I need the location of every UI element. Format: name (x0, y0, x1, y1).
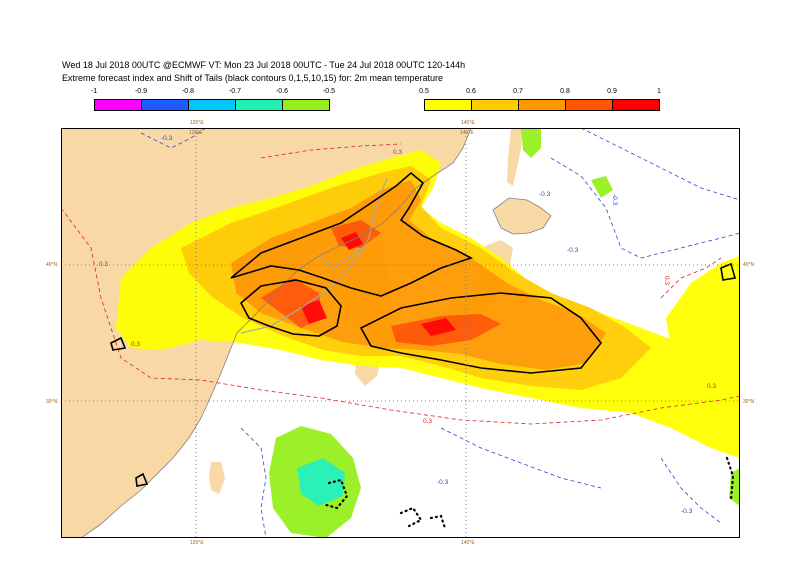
sot-contours (110, 171, 737, 487)
sot-contour (230, 171, 474, 297)
efi-level-0.9-c (421, 318, 456, 336)
dotted-contour (399, 506, 423, 528)
contour-label: 0.3 (663, 276, 670, 285)
lat-label-left-30n-outer: 30°N (46, 399, 58, 405)
map-title-line2: Extreme forecast index and Shift of Tail… (62, 73, 444, 83)
lat-label-right-40n-outer: 40°N (743, 262, 755, 268)
land-hokkaido (493, 198, 551, 234)
dotted-contour (725, 456, 735, 502)
efi-level-neg-0.5-b (521, 128, 541, 158)
sot-contour (239, 279, 342, 337)
contour-label: 0.3 (131, 341, 140, 348)
lon-label-top-140e-outer: 140°E (461, 120, 475, 126)
dotted-contour (321, 478, 349, 510)
efi-map: 0.3 -0.3 -0.3 -0.3 -0.3 0.3 -0.3 0.3 0.3… (61, 128, 740, 538)
negative-contours (140, 128, 740, 538)
contour-neg-0.3 (440, 427, 602, 489)
legend-swatch (425, 100, 472, 110)
legend-swatch (519, 100, 566, 110)
contour-label: -0.3 (567, 247, 579, 254)
legend-tick: -1 (90, 88, 98, 95)
contour-label: 0.3 (99, 261, 108, 268)
legend-swatch (236, 100, 283, 110)
legend-swatch (189, 100, 236, 110)
lon-label-top-120e-outer: 120°E (190, 120, 204, 126)
contour-neg-0.3 (140, 128, 207, 149)
lon-label-bottom-140e-outer: 140°E (461, 540, 475, 546)
contour-label: -0.3 (681, 508, 693, 515)
legend-swatch (142, 100, 189, 110)
lat-label-left-40n-outer: 40°N (46, 262, 58, 268)
legend-negative-bar (94, 99, 330, 111)
efi-level-0.5-east (666, 256, 740, 368)
border-line (318, 247, 362, 269)
sot-contour (720, 262, 737, 281)
graticule (61, 128, 740, 538)
contour-labels: 0.3 -0.3 -0.3 -0.3 -0.3 0.3 -0.3 0.3 0.3… (99, 135, 716, 515)
legend-tick: 0.9 (607, 88, 617, 95)
contour-neg-0.3 (580, 128, 740, 201)
axis-labels: 120°E 140°E 120°E 140°E 40°N 30°N 40°N 3… (189, 130, 474, 136)
contour-0.3 (61, 207, 740, 425)
contour-neg-0.3 (660, 457, 722, 524)
legend-tick: 0.8 (560, 88, 570, 95)
land-sakhalin (507, 128, 523, 186)
map-frame (61, 128, 740, 538)
country-borders (240, 177, 388, 334)
legend-tick: 0.7 (513, 88, 523, 95)
contour-neg-0.3 (240, 427, 267, 538)
contour-label: -0.3 (437, 479, 449, 486)
legend-tick: -0.6 (275, 88, 289, 95)
legend-swatch (472, 100, 519, 110)
legend-tick: -0.9 (134, 88, 148, 95)
sot-contour (359, 292, 603, 374)
lon-label-top-120e: 120°E (189, 130, 203, 136)
efi-level-0.7 (231, 180, 606, 370)
legend-tick: -0.5 (322, 88, 336, 95)
contour-neg-0.3 (550, 157, 740, 259)
legend-swatch (613, 100, 659, 110)
contour-label: -0.3 (611, 194, 618, 206)
sot-contour (110, 336, 127, 351)
efi-level-0.9-b (341, 232, 363, 250)
legend-tick: 1 (657, 88, 661, 95)
efi-level-neg-0.6 (297, 458, 345, 506)
dotted-contours (321, 456, 735, 530)
border-line (240, 177, 388, 334)
legend-tick: -0.7 (228, 88, 242, 95)
map-title-line1: Wed 18 Jul 2018 00UTC @ECMWF VT: Mon 23 … (62, 60, 466, 70)
contour-label: -0.3 (161, 135, 173, 142)
legend-positive-bar (424, 99, 660, 111)
contour-label: 0.3 (707, 383, 716, 390)
contour-label: -0.3 (539, 191, 551, 198)
coastline (80, 128, 472, 538)
lat-label-right-30n-outer: 30°N (743, 399, 755, 405)
sot-contour (135, 472, 149, 487)
efi-level-0.9 (301, 300, 327, 324)
contour-label: 0.3 (393, 149, 402, 156)
legend-swatch (566, 100, 613, 110)
map-canvas: 0.3 -0.3 -0.3 -0.3 -0.3 0.3 -0.3 0.3 0.3… (61, 128, 740, 538)
efi-level-neg-0.5-c (591, 176, 613, 198)
positive-contours (61, 143, 740, 425)
lon-label-top-140e: 140°E (460, 130, 474, 136)
legend-swatch (95, 100, 142, 110)
legend-tick: -0.8 (181, 88, 195, 95)
coastlines (80, 128, 552, 538)
contour-0.3-north (260, 143, 402, 159)
dotted-contour (429, 514, 447, 530)
contour-label: 0.3 (423, 418, 432, 425)
legend-tick: 0.5 (419, 88, 429, 95)
lon-label-bottom-120e-outer: 120°E (190, 540, 204, 546)
land-taiwan (209, 462, 225, 494)
legend-tick: 0.6 (466, 88, 476, 95)
legend-swatch (283, 100, 329, 110)
coastline (492, 197, 552, 235)
contour-0.3-east (660, 257, 722, 299)
